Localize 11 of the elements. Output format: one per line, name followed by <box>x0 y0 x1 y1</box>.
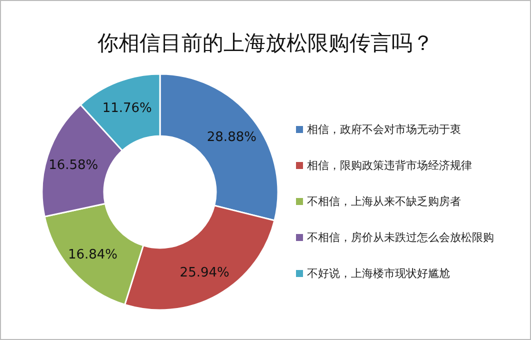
data-label: 16.58% <box>48 158 98 174</box>
data-label: 25.94% <box>180 265 230 280</box>
chart-title: 你相信目前的上海放松限购传言吗？ <box>96 31 434 55</box>
legend-label: 相信，政府不会对市场无动于衷 <box>307 123 461 136</box>
data-label: 11.76% <box>102 101 152 116</box>
legend-label: 不相信，上海从来不缺乏购房者 <box>307 195 461 208</box>
data-label: 28.88% <box>206 130 256 145</box>
legend-label: 不相信，房价从未跌过怎么会放松限购 <box>307 231 494 244</box>
data-label: 16.84% <box>68 247 118 262</box>
legend-label: 相信，限购政策违背市场经济规律 <box>307 159 472 172</box>
legend-label: 不好说，上海楼市现状好尴尬 <box>307 267 450 280</box>
